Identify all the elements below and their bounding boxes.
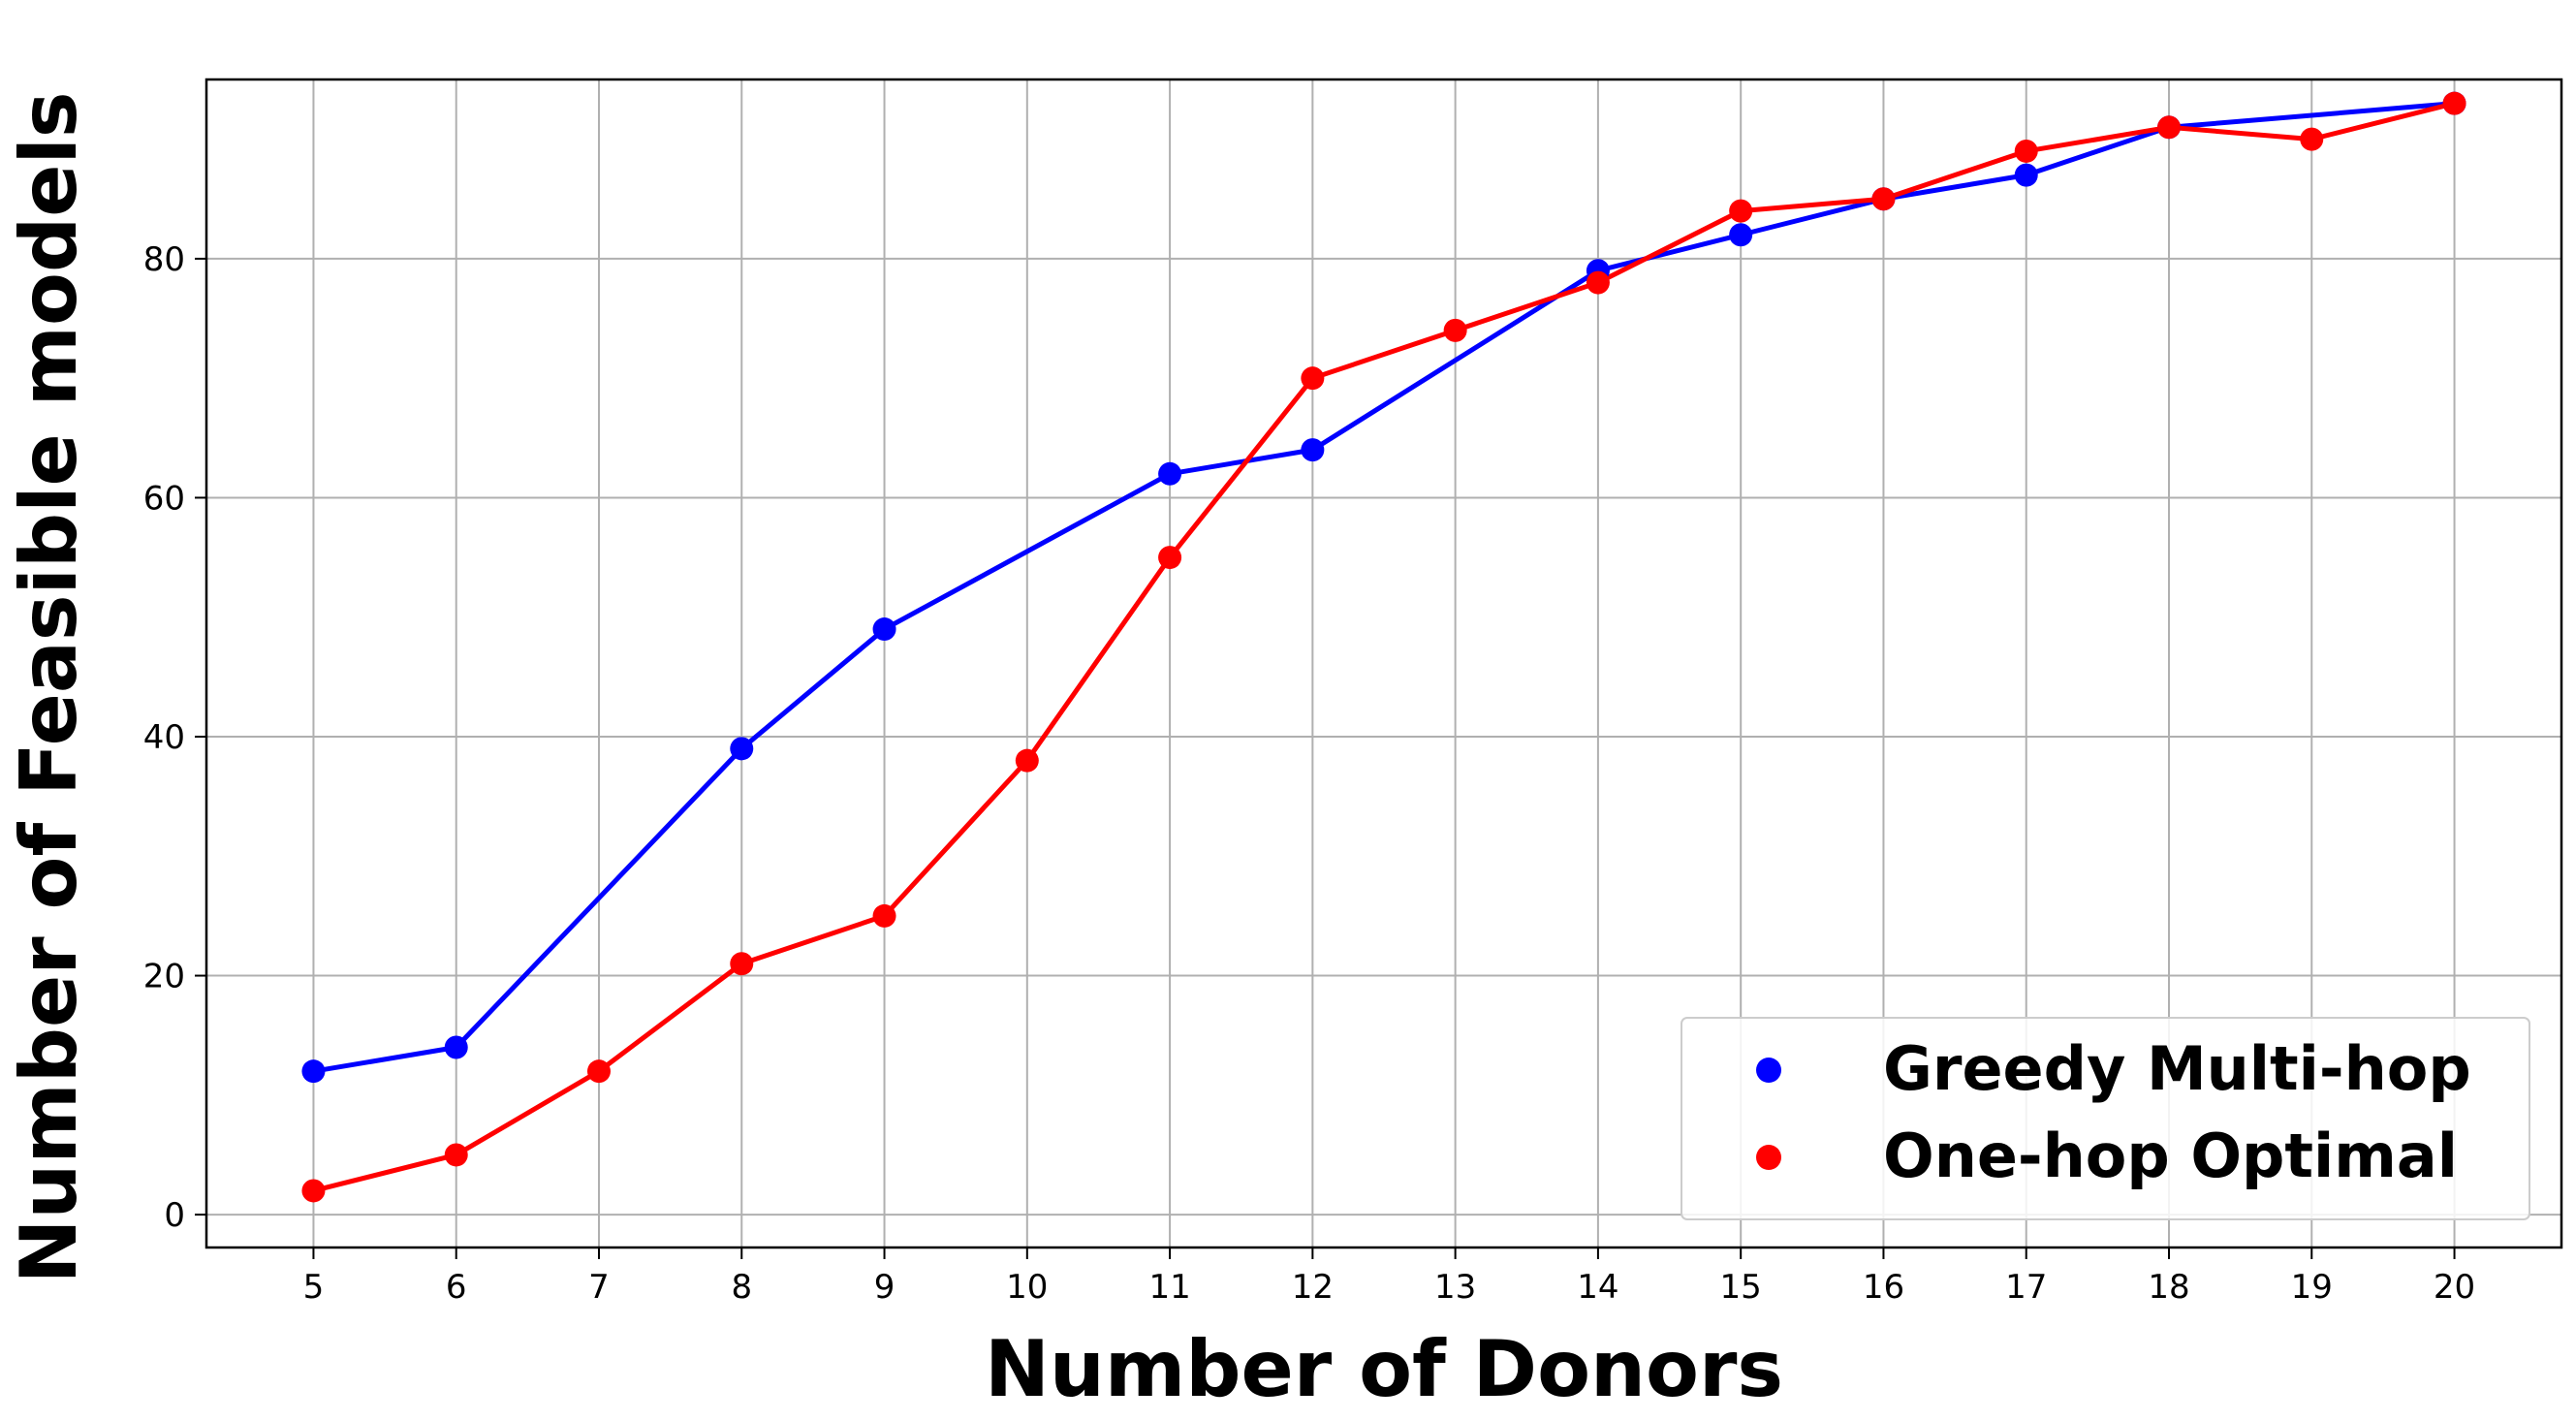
x-tick-label: 15 (1720, 1268, 1762, 1307)
series-lines (312, 101, 2456, 1193)
legend-marker-greedy-multi-hop (1756, 1058, 1781, 1083)
data-point-one-hop-optimal (1301, 366, 1325, 391)
series-line-greedy-multi-hop (313, 101, 2455, 1074)
data-point-one-hop-optimal (2014, 139, 2038, 163)
data-point-one-hop-optimal (1443, 318, 1467, 342)
y-axis-label: Number of Feasible models (4, 91, 94, 1283)
y-tick-label: 80 (143, 240, 185, 279)
plot-frame (204, 78, 2563, 1249)
x-tick-label: 13 (1434, 1268, 1476, 1307)
data-point-greedy-multi-hop (872, 617, 896, 642)
data-point-greedy-multi-hop (1301, 438, 1325, 462)
y-tick-label: 60 (143, 479, 185, 518)
data-point-greedy-multi-hop (301, 1059, 326, 1084)
data-point-one-hop-optimal (444, 1143, 468, 1167)
data-point-one-hop-optimal (1871, 187, 1896, 211)
y-axis-ticks: 0 20 40 60 80 (143, 240, 206, 1235)
x-tick-label: 17 (2005, 1268, 2047, 1307)
x-tick-label: 19 (2291, 1268, 2333, 1307)
data-point-greedy-multi-hop (730, 737, 754, 761)
data-point-greedy-multi-hop (2014, 163, 2038, 187)
x-axis-label: Number of Donors (985, 1324, 1783, 1414)
data-point-one-hop-optimal (2300, 127, 2324, 151)
data-point-one-hop-optimal (1586, 270, 1610, 295)
legend-label-one-hop-optimal: One-hop Optimal (1883, 1121, 2458, 1191)
data-point-one-hop-optimal (1729, 199, 1753, 223)
data-point-one-hop-optimal (2442, 91, 2466, 115)
x-tick-label: 7 (588, 1268, 610, 1307)
x-tick-label: 14 (1577, 1268, 1618, 1307)
x-axis-ticks: 5 6 7 8 9 10 11 12 13 14 15 16 17 18 19 20 (303, 1247, 2475, 1307)
legend: Greedy Multi-hop One-hop Optimal (1681, 1017, 2530, 1220)
x-tick-label: 18 (2148, 1268, 2189, 1307)
data-point-greedy-multi-hop (1729, 223, 1753, 247)
data-point-greedy-multi-hop (1158, 461, 1182, 486)
x-tick-label: 12 (1292, 1268, 1334, 1307)
data-point-one-hop-optimal (730, 952, 754, 976)
data-point-one-hop-optimal (301, 1179, 326, 1203)
data-point-one-hop-optimal (872, 903, 896, 928)
legend-box (1681, 1017, 2530, 1220)
x-tick-label: 11 (1148, 1268, 1190, 1307)
data-point-one-hop-optimal (2157, 115, 2181, 140)
x-tick-label: 16 (1863, 1268, 1904, 1307)
y-tick-label: 0 (164, 1196, 185, 1235)
x-tick-label: 20 (2434, 1268, 2475, 1307)
legend-marker-one-hop-optimal (1756, 1145, 1781, 1170)
y-tick-label: 20 (143, 958, 185, 996)
series-line-one-hop-optimal (312, 101, 2456, 1193)
x-tick-label: 6 (446, 1268, 467, 1307)
x-tick-label: 5 (303, 1268, 325, 1307)
y-tick-label: 40 (143, 718, 185, 757)
data-point-greedy-multi-hop (444, 1035, 468, 1059)
x-tick-label: 9 (874, 1268, 895, 1307)
data-point-one-hop-optimal (1158, 546, 1182, 570)
legend-label-greedy-multi-hop: Greedy Multi-hop (1883, 1033, 2471, 1104)
series-points (301, 91, 2466, 1203)
x-tick-label: 10 (1006, 1268, 1048, 1307)
data-point-one-hop-optimal (587, 1059, 611, 1084)
data-point-one-hop-optimal (1015, 748, 1039, 773)
x-tick-label: 8 (731, 1268, 752, 1307)
